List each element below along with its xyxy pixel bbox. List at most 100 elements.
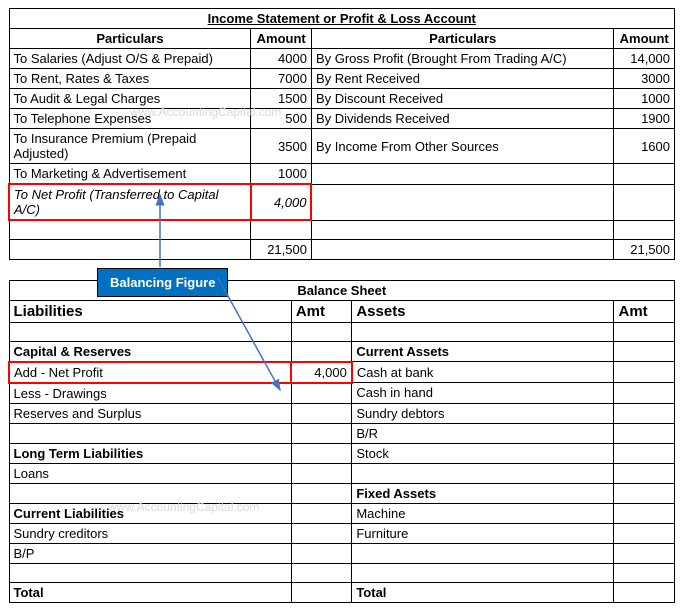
- is-row: To Salaries (Adjust O/S & Prepaid)4000By…: [9, 49, 675, 69]
- is-row: To Marketing & Advertisement1000: [9, 164, 675, 185]
- is-cell: [311, 164, 613, 185]
- bs-cell: [291, 322, 352, 341]
- balancing-figure-callout: Balancing Figure: [97, 268, 228, 297]
- bs-cell: [291, 463, 352, 483]
- is-row: To Net Profit (Transferred to Capital A/…: [9, 184, 675, 220]
- bs-cell: [291, 503, 352, 523]
- bs-row: Less - Drawings Cash in hand: [9, 383, 675, 404]
- bs-cell: [291, 543, 352, 563]
- bs-cell: [9, 322, 291, 341]
- is-header-la: Amount: [251, 29, 311, 49]
- bs-cell: [614, 503, 675, 523]
- bs-cell: Sundry debtors: [352, 403, 614, 423]
- bs-row: [9, 322, 675, 341]
- is-cell: To Telephone Expenses: [9, 109, 251, 129]
- is-cell: [9, 239, 251, 259]
- is-cell: By Dividends Received: [311, 109, 613, 129]
- is-cell: [614, 220, 675, 239]
- bs-cell: [352, 463, 614, 483]
- is-cell: To Net Profit (Transferred to Capital A/…: [9, 184, 251, 220]
- is-cell: [311, 184, 613, 220]
- income-statement-table: Income Statement or Profit & Loss Accoun…: [8, 8, 675, 260]
- is-cell: 4,000: [251, 184, 311, 220]
- bs-cell: [614, 341, 675, 362]
- bs-cell: [614, 563, 675, 582]
- bs-cell: Current Assets: [352, 341, 614, 362]
- bs-header-rp: Assets: [352, 300, 614, 322]
- bs-row: Sundry creditorsFurniture: [9, 523, 675, 543]
- is-cell: 3000: [614, 69, 675, 89]
- bs-cell: [9, 423, 291, 443]
- bs-cell: Total: [9, 582, 291, 602]
- bs-row: Loans: [9, 463, 675, 483]
- bs-row: [9, 563, 675, 582]
- bs-cell: [614, 423, 675, 443]
- is-header-lp: Particulars: [9, 29, 251, 49]
- is-cell: 1000: [614, 89, 675, 109]
- bs-cell: [352, 563, 614, 582]
- bs-cell: [291, 403, 352, 423]
- is-body: To Salaries (Adjust O/S & Prepaid)4000By…: [9, 49, 675, 260]
- bs-cell: Machine: [352, 503, 614, 523]
- bs-cell: Current Liabilities: [9, 503, 291, 523]
- bs-cell: Fixed Assets: [352, 483, 614, 503]
- bs-cell: [291, 523, 352, 543]
- is-cell: [614, 164, 675, 185]
- bs-cell: B/P: [9, 543, 291, 563]
- is-cell: [9, 220, 251, 239]
- is-row: To Telephone Expenses500By Dividends Rec…: [9, 109, 675, 129]
- is-cell: [251, 220, 311, 239]
- is-header-row: Particulars Amount Particulars Amount: [9, 29, 675, 49]
- is-cell: 7000: [251, 69, 311, 89]
- bs-cell: Reserves and Surplus: [9, 403, 291, 423]
- bs-cell: Loans: [9, 463, 291, 483]
- bs-body: Capital & ReservesCurrent AssetsAdd - Ne…: [9, 322, 675, 602]
- bs-cell: [9, 563, 291, 582]
- bs-cell: [614, 403, 675, 423]
- bs-row: B/R: [9, 423, 675, 443]
- is-cell: 3500: [251, 129, 311, 164]
- is-cell: To Rent, Rates & Taxes: [9, 69, 251, 89]
- is-cell: To Audit & Legal Charges: [9, 89, 251, 109]
- bs-header-ra: Amt: [614, 300, 675, 322]
- bs-cell: Cash in hand: [352, 383, 614, 404]
- is-cell: 14,000: [614, 49, 675, 69]
- is-row: To Audit & Legal Charges1500By Discount …: [9, 89, 675, 109]
- bs-cell: [614, 322, 675, 341]
- is-row: To Rent, Rates & Taxes7000By Rent Receiv…: [9, 69, 675, 89]
- is-title-row: Income Statement or Profit & Loss Accoun…: [9, 9, 675, 29]
- bs-cell: [614, 483, 675, 503]
- is-row: To Insurance Premium (Prepaid Adjusted)3…: [9, 129, 675, 164]
- is-cell: 1500: [251, 89, 311, 109]
- bs-cell: B/R: [352, 423, 614, 443]
- bs-cell: [614, 443, 675, 463]
- bs-cell: [614, 463, 675, 483]
- is-row: 21,50021,500: [9, 239, 675, 259]
- bs-row: Capital & Reserves Current Assets: [9, 341, 675, 362]
- is-cell: To Insurance Premium (Prepaid Adjusted): [9, 129, 251, 164]
- bs-header-la: Amt: [291, 300, 352, 322]
- bs-cell: Less - Drawings: [9, 383, 291, 404]
- is-cell: 1600: [614, 129, 675, 164]
- is-cell: [311, 239, 613, 259]
- is-cell: 500: [251, 109, 311, 129]
- bs-cell: [614, 543, 675, 563]
- bs-cell: [614, 523, 675, 543]
- bs-cell: [291, 423, 352, 443]
- is-cell: By Rent Received: [311, 69, 613, 89]
- is-cell: By Income From Other Sources: [311, 129, 613, 164]
- is-cell: [311, 220, 613, 239]
- bs-cell: Long Term Liabilities: [9, 443, 291, 463]
- bs-cell: [352, 543, 614, 563]
- bs-cell: Stock: [352, 443, 614, 463]
- bs-cell: [291, 563, 352, 582]
- bs-cell: [614, 362, 675, 383]
- is-cell: [614, 184, 675, 220]
- bs-cell: Total: [352, 582, 614, 602]
- bs-cell: Capital & Reserves: [9, 341, 291, 362]
- bs-row: Current Liabilities Machine: [9, 503, 675, 523]
- bs-cell: [614, 582, 675, 602]
- bs-cell: [9, 483, 291, 503]
- balance-sheet-table: Balance Sheet Liabilities Amt Assets Amt…: [8, 280, 675, 603]
- bs-header-lp: Liabilities: [9, 300, 291, 322]
